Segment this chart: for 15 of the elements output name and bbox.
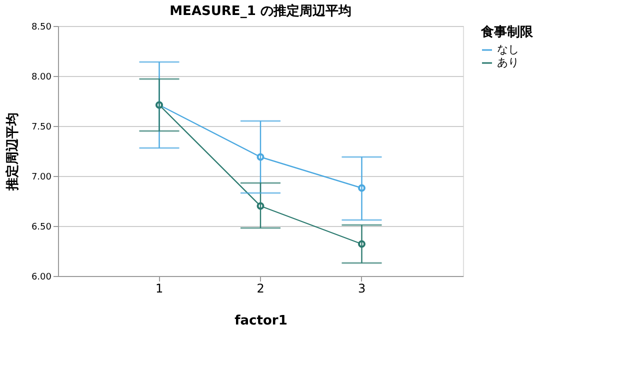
x-axis-title: factor1 xyxy=(234,314,288,328)
legend-title: 食事制限 xyxy=(480,25,534,40)
legend-label: なし xyxy=(497,43,519,56)
x-tick-label: 2 xyxy=(256,282,264,296)
y-tick-label: 8.00 xyxy=(31,72,52,82)
y-axis-title: 推定周辺平均 xyxy=(4,112,20,192)
x-tick-label: 3 xyxy=(358,282,366,296)
y-tick-label: 6.00 xyxy=(31,272,52,282)
x-tick-label: 1 xyxy=(155,282,164,296)
legend-label: あり xyxy=(497,56,519,69)
chart-title: MEASURE_1 の推定周辺平均 xyxy=(170,3,352,19)
y-tick-label: 8.50 xyxy=(31,22,52,32)
y-tick-label: 7.50 xyxy=(31,122,52,132)
y-tick-label: 6.50 xyxy=(31,222,52,232)
y-tick-label: 7.00 xyxy=(31,172,52,182)
